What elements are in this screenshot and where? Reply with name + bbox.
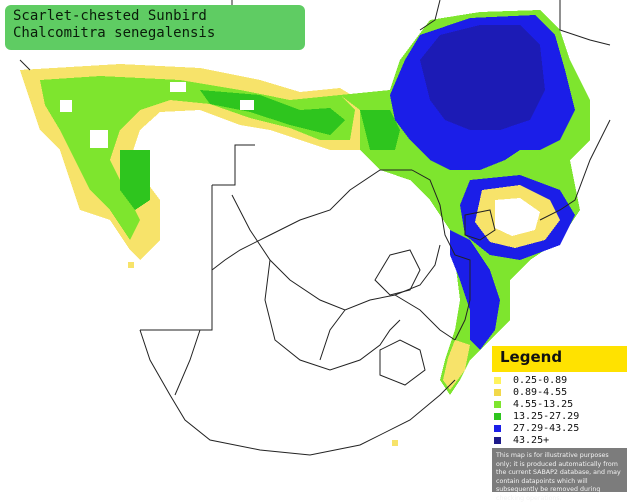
legend-label: 27.29-43.25 — [513, 422, 580, 434]
species-common-name: Scarlet-chested Sunbird — [13, 8, 207, 24]
legend-disclaimer: This map is for illustrative purposes on… — [492, 448, 627, 502]
legend-item: 0.25-0.89 — [494, 374, 627, 386]
legend-swatch — [494, 376, 501, 384]
legend-item: 4.55-13.25 — [494, 398, 627, 410]
legend-swatch — [494, 400, 501, 408]
borders — [19, 0, 611, 456]
legend-swatch — [494, 436, 501, 444]
legend-item: 0.89-4.55 — [494, 386, 627, 398]
legend-panel: Legend 0.25-0.89 0.89-4.55 4.55-13.25 13… — [492, 346, 627, 502]
legend-item: 13.25-27.29 — [494, 410, 627, 422]
coast-dots — [128, 262, 398, 446]
distribution-cells — [20, 10, 590, 395]
legend-label: 0.25-0.89 — [513, 374, 568, 386]
legend-swatch — [494, 412, 501, 420]
legend-swatch — [494, 424, 501, 432]
legend-items: 0.25-0.89 0.89-4.55 4.55-13.25 13.25-27.… — [492, 372, 627, 446]
legend-label: 13.25-27.29 — [513, 410, 580, 422]
legend-label: 4.55-13.25 — [513, 398, 574, 410]
species-scientific-name: Chalcomitra senegalensis — [13, 25, 216, 41]
legend-item: 43.25+ — [494, 434, 627, 446]
species-title-box: Scarlet-chested Sunbird Chalcomitra sene… — [5, 5, 305, 50]
legend-label: 43.25+ — [513, 434, 550, 446]
legend-swatch — [494, 388, 501, 396]
legend-heading: Legend — [492, 346, 627, 372]
legend-label: 0.89-4.55 — [513, 386, 568, 398]
map-gaps — [60, 82, 254, 148]
legend-item: 27.29-43.25 — [494, 422, 627, 434]
